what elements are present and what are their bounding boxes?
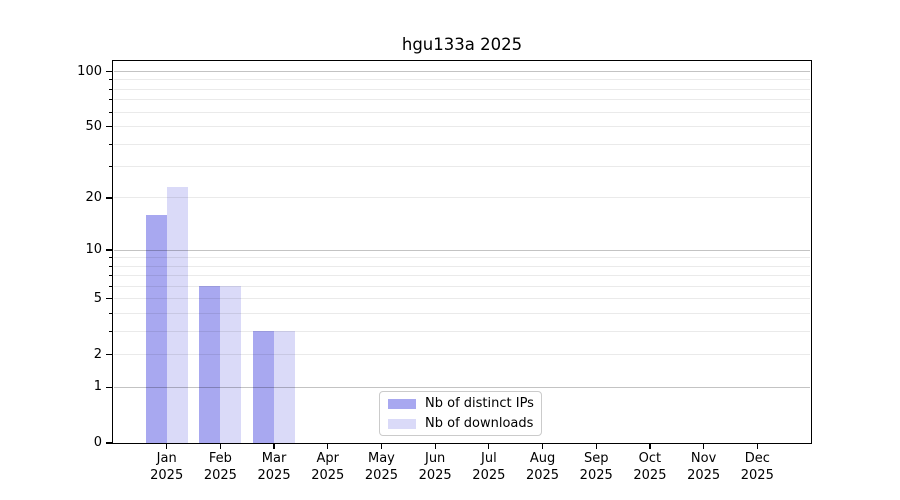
x-tick-oct-2025: [649, 444, 651, 449]
gridline-8: [114, 265, 810, 267]
x-tick-jul-2025: [488, 444, 490, 449]
y-minor-tick-2: [108, 354, 112, 356]
x-tick-jun-2025: [434, 444, 436, 449]
x-tick-label-may-2025: May 2025: [364, 451, 398, 483]
y-minor-tick-40: [108, 143, 112, 145]
gridline-100: [114, 71, 810, 73]
x-tick-may-2025: [380, 444, 383, 449]
y-minor-tick-20: [108, 197, 112, 199]
y-minor-tick-90: [108, 79, 112, 81]
y-tick-label-0: 0: [93, 435, 102, 450]
gridline-5: [114, 298, 810, 300]
legend-row-downloads: Nb of downloads: [388, 416, 541, 431]
x-tick-dec-2025: [756, 444, 758, 449]
bar-nb-of-distinct-ips-jan-2025: [145, 214, 167, 443]
legend-swatch-downloads: [388, 418, 416, 429]
y-minor-tick-9: [108, 257, 112, 259]
axis-spine-right: [811, 60, 813, 444]
x-tick-feb-2025: [219, 444, 222, 449]
y-tick-label-20: 20: [85, 189, 102, 205]
gridline-40: [114, 143, 810, 145]
y-tick-0: [105, 442, 112, 444]
gridline-7: [114, 275, 810, 277]
legend-swatch-distinct-ips: [388, 398, 416, 409]
y-tick-label-5: 5: [93, 290, 102, 306]
gridline-2: [114, 354, 810, 356]
x-tick-jan-2025: [166, 444, 168, 449]
legend-label-distinct-ips: Nb of distinct IPs: [425, 396, 534, 411]
gridline-60: [114, 111, 810, 113]
x-tick-label-sep-2025: Sep 2025: [579, 451, 613, 483]
x-tick-label-mar-2025: Mar 2025: [257, 451, 291, 483]
y-tick-label-10: 10: [85, 242, 102, 258]
x-tick-nov-2025: [702, 444, 705, 449]
y-tick-1: [105, 386, 112, 388]
x-tick-label-apr-2025: Apr 2025: [311, 451, 345, 483]
x-tick-label-nov-2025: Nov 2025: [687, 451, 721, 483]
gridline-80: [114, 88, 810, 90]
gridline-50: [114, 126, 810, 128]
y-minor-tick-3: [108, 330, 112, 332]
y-minor-tick-50: [108, 126, 112, 128]
bar-nb-of-distinct-ips-feb-2025: [199, 286, 221, 443]
bar-nb-of-downloads-jan-2025: [166, 187, 188, 443]
y-minor-tick-8: [108, 265, 112, 267]
x-tick-label-oct-2025: Oct 2025: [633, 451, 667, 483]
x-tick-label-dec-2025: Dec 2025: [740, 451, 774, 483]
gridline-90: [114, 79, 810, 81]
y-tick-label-100: 100: [77, 63, 102, 79]
chart-title: hgu133a 2025: [401, 35, 523, 54]
bar-nb-of-distinct-ips-mar-2025: [253, 331, 275, 443]
x-tick-label-jun-2025: Jun 2025: [418, 451, 452, 483]
x-tick-aug-2025: [541, 444, 544, 449]
gridline-20: [114, 197, 810, 199]
y-minor-tick-4: [108, 312, 112, 314]
y-minor-tick-60: [108, 111, 112, 113]
gridline-3: [114, 330, 810, 332]
gridline-10: [114, 249, 810, 251]
y-minor-tick-80: [108, 88, 112, 90]
y-minor-tick-6: [108, 285, 112, 287]
x-tick-sep-2025: [595, 444, 597, 449]
legend: Nb of distinct IPs Nb of downloads: [379, 391, 542, 436]
x-tick-mar-2025: [273, 444, 275, 449]
gridline-4: [114, 312, 810, 314]
x-tick-label-aug-2025: Aug 2025: [525, 451, 560, 483]
gridline-6: [114, 285, 810, 287]
y-minor-tick-30: [108, 166, 112, 168]
y-tick-10: [105, 249, 112, 251]
gridline-30: [114, 166, 810, 168]
bar-nb-of-downloads-feb-2025: [220, 286, 242, 443]
y-minor-tick-7: [108, 275, 112, 277]
y-tick-100: [105, 70, 112, 73]
gridline-1: [114, 386, 810, 388]
bar-nb-of-downloads-mar-2025: [274, 331, 296, 443]
axis-spine-bottom: [111, 442, 813, 444]
gridline-9: [114, 257, 810, 259]
x-tick-label-feb-2025: Feb 2025: [203, 451, 237, 483]
x-tick-label-jan-2025: Jan 2025: [150, 451, 184, 483]
x-tick-label-jul-2025: Jul 2025: [472, 451, 506, 483]
gridline-70: [114, 99, 810, 101]
y-minor-tick-70: [108, 99, 112, 101]
y-tick-label-1: 1: [93, 379, 102, 395]
legend-label-downloads: Nb of downloads: [425, 416, 534, 431]
y-tick-label-50: 50: [85, 118, 102, 134]
y-tick-label-2: 2: [93, 346, 102, 362]
axis-spine-left: [111, 60, 114, 444]
x-tick-apr-2025: [327, 444, 329, 449]
axis-spine-top: [111, 60, 813, 62]
legend-row-distinct-ips: Nb of distinct IPs: [388, 396, 541, 411]
y-minor-tick-5: [108, 298, 112, 300]
